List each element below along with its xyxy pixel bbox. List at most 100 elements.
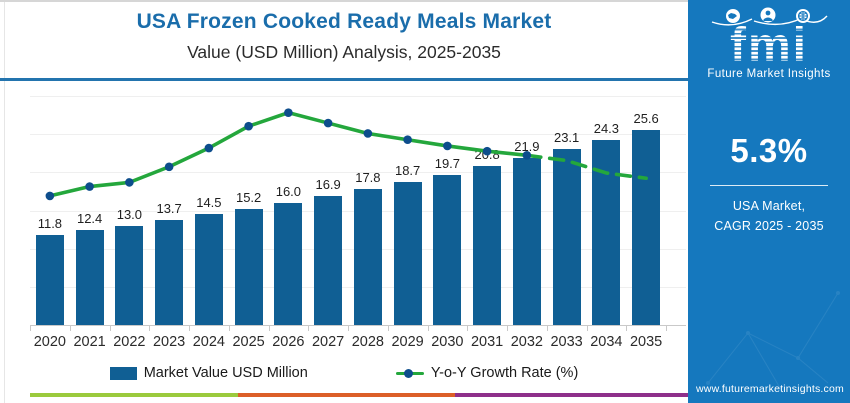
cagr-value: 5.3% (730, 132, 808, 170)
axis-tick (626, 326, 628, 331)
axis-tick (30, 326, 31, 331)
title-divider (0, 78, 688, 81)
year-label: 2026 (272, 334, 305, 350)
bar-2032 (512, 157, 541, 325)
bar-2021 (75, 230, 104, 325)
page-title: USA Frozen Cooked Ready Meals Market (136, 10, 552, 33)
bar-series-swatch (109, 366, 137, 380)
footer-color-strip (30, 393, 688, 397)
gridline (30, 96, 686, 97)
axis-tick (507, 326, 508, 331)
legend-bar-label: Market Value USD Million (143, 365, 308, 381)
axis-tick (427, 326, 429, 331)
year-label: 2029 (391, 334, 424, 350)
line-marker-dot (403, 135, 412, 145)
footer-strip-orange (238, 393, 455, 397)
bar-2022 (115, 225, 144, 325)
bar-label: 24.3 (593, 120, 620, 136)
year-label: 2035 (629, 334, 663, 350)
footer-strip-purple (455, 393, 688, 397)
cagr-label-line2: CAGR 2025 - 2035 (714, 218, 824, 233)
year-label: 2023 (152, 334, 186, 350)
fmi-logo: fmi Future Market Insights (688, 0, 850, 80)
line-marker-dot (443, 141, 452, 151)
title-block: USA Frozen Cooked Ready Meals Market Val… (0, 10, 688, 63)
bar-label: 13.7 (156, 201, 182, 217)
year-label: 2027 (311, 334, 345, 350)
sidebar-watermark (706, 291, 840, 394)
legend-item-market-value: Market Value USD Million (109, 365, 308, 381)
bar-2028 (353, 189, 382, 325)
bar-label: 14.5 (196, 195, 222, 211)
bar-2024 (194, 214, 223, 325)
bar-2031 (473, 166, 502, 325)
year-label: 2031 (470, 334, 504, 350)
line-series-marker (395, 367, 424, 380)
bar-2020 (35, 234, 64, 325)
year-label: 2033 (550, 334, 583, 350)
cagr-divider (710, 185, 828, 187)
year-label: 2020 (33, 334, 66, 350)
axis-tick (189, 326, 190, 331)
bar-label: 12.4 (76, 211, 103, 227)
axis-tick (586, 326, 588, 331)
logo-wordmark: fmi (688, 21, 850, 69)
year-label: 2028 (351, 334, 384, 350)
bar-label: 11.8 (37, 215, 63, 231)
bar-label: 13.0 (116, 206, 143, 222)
line-marker-dot (204, 143, 214, 153)
bar-2027 (314, 195, 343, 325)
bar-2035 (632, 129, 661, 325)
x-axis (30, 325, 686, 326)
year-label: 2034 (590, 334, 623, 350)
page-subtitle: Value (USD Million) Analysis, 2025-2035 (187, 42, 501, 62)
chart-legend: Market Value USD Million Y-o-Y Growth Ra… (0, 365, 688, 381)
panel-left-border (4, 2, 5, 403)
axis-tick (308, 326, 310, 331)
logo-icons-row (711, 7, 828, 26)
axis-tick (387, 326, 389, 331)
logo-arc (711, 18, 753, 26)
line-marker-dot (85, 182, 94, 191)
line-marker-dot (284, 108, 293, 117)
line-marker-dot (323, 118, 333, 128)
axis-tick (149, 326, 151, 331)
axis-tick (228, 326, 230, 331)
footer-strip-green (30, 393, 238, 397)
chart-panel: USA Frozen Cooked Ready Meals Market Val… (0, 0, 688, 403)
axis-tick (268, 326, 270, 331)
bar-2026 (274, 202, 303, 325)
bar-2023 (155, 220, 184, 325)
year-label: 2030 (431, 334, 464, 350)
line-marker-dot (244, 121, 253, 131)
line-marker-dot (45, 191, 55, 201)
line-marker-dot (125, 178, 134, 187)
bar-label: 23.1 (553, 129, 580, 145)
year-label: 2022 (113, 334, 146, 350)
axis-tick (666, 326, 667, 331)
axis-tick (467, 326, 469, 331)
axis-tick (109, 326, 111, 331)
legend-item-growth-rate: Y-o-Y Growth Rate (%) (395, 365, 579, 381)
year-label: 2025 (232, 334, 265, 350)
bar-2025 (234, 208, 263, 325)
line-marker-dot (164, 162, 174, 172)
legend-line-label: Y-o-Y Growth Rate (%) (430, 365, 579, 381)
axis-tick (348, 326, 349, 331)
year-label: 2024 (192, 334, 225, 350)
chart-area: 11.8 2020 12.4 2021 13.0 2022 13.7 2023 14.5 2024… (0, 2, 688, 403)
year-label: 2032 (510, 334, 543, 350)
cagr-label-line1: USA Market, (732, 199, 806, 214)
bar-2030 (433, 174, 462, 325)
logo-tagline: Future Market Insights (707, 68, 831, 81)
bar-2029 (393, 182, 422, 325)
website-link[interactable]: www.futuremarketinsights.com (696, 383, 844, 395)
bar-2033 (552, 148, 581, 325)
axis-tick (69, 326, 71, 331)
bar-2034 (592, 139, 621, 325)
sidebar: fmi Future Market Insights 5.3% USA Mark… (688, 0, 850, 403)
year-label: 2021 (73, 334, 106, 350)
axis-tick (546, 326, 548, 331)
bar-label: 25.6 (633, 110, 659, 126)
